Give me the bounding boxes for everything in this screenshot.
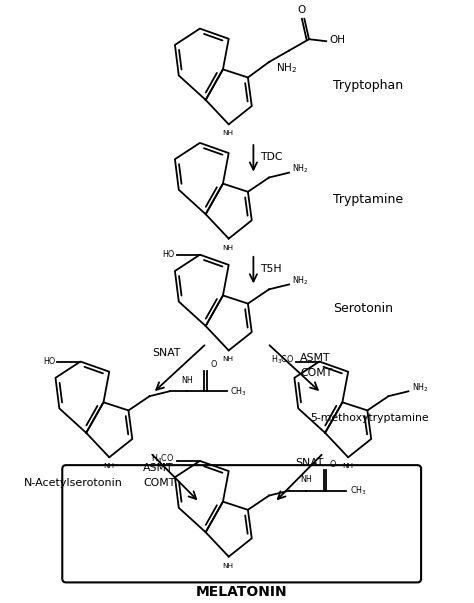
Text: NH$_2$: NH$_2$: [412, 382, 428, 394]
Text: O: O: [329, 459, 336, 469]
Text: NH: NH: [222, 130, 233, 136]
Text: Serotonin: Serotonin: [333, 302, 393, 315]
Text: NH$_2$: NH$_2$: [292, 163, 309, 175]
Text: OH: OH: [329, 35, 345, 45]
Text: CH$_3$: CH$_3$: [349, 484, 366, 497]
Text: ASMT: ASMT: [300, 353, 331, 363]
Text: NH$_2$: NH$_2$: [276, 62, 297, 75]
Text: Tryptamine: Tryptamine: [333, 193, 403, 206]
Text: 5-methoxytryptamine: 5-methoxytryptamine: [310, 413, 429, 423]
Text: NH: NH: [181, 376, 193, 385]
Text: H$_3$CO: H$_3$CO: [151, 453, 174, 465]
Text: NH: NH: [342, 463, 353, 469]
Text: NH: NH: [222, 245, 233, 251]
Text: HO: HO: [162, 250, 174, 259]
Text: SNAT: SNAT: [296, 458, 324, 468]
Text: COMT: COMT: [300, 368, 332, 378]
Text: O: O: [210, 360, 217, 369]
Text: SNAT: SNAT: [153, 349, 181, 358]
FancyBboxPatch shape: [62, 465, 421, 582]
Text: TDC: TDC: [260, 152, 283, 162]
Text: T5H: T5H: [260, 264, 282, 274]
Text: HO: HO: [43, 357, 55, 366]
Text: O: O: [298, 5, 306, 15]
Text: NH: NH: [103, 463, 114, 469]
Text: NH: NH: [222, 563, 233, 569]
Text: NH: NH: [301, 475, 312, 484]
Text: NH: NH: [222, 356, 233, 362]
Text: N-Acetylserotonin: N-Acetylserotonin: [24, 478, 122, 488]
Text: NH$_2$: NH$_2$: [292, 275, 309, 287]
Text: Tryptophan: Tryptophan: [333, 78, 403, 92]
Text: COMT: COMT: [143, 478, 175, 488]
Text: MELATONIN: MELATONIN: [196, 586, 288, 599]
Text: H$_3$CO: H$_3$CO: [271, 353, 294, 366]
Text: ASMT: ASMT: [143, 463, 174, 473]
Text: CH$_3$: CH$_3$: [230, 385, 247, 397]
